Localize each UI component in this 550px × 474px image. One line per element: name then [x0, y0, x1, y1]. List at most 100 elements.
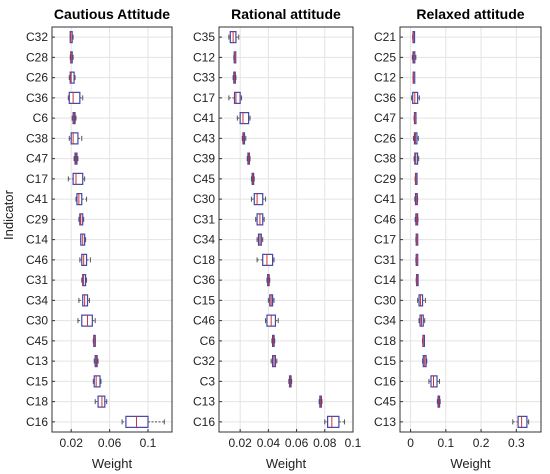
y-tick-label: C45	[193, 172, 215, 186]
box-c43	[241, 132, 247, 145]
chart-panel-2: C35 C12 C33 C17 C41 C43 C39 C45 C30 C31 C34 C18 C36 C…	[193, 6, 362, 471]
x-tick-label: 0.2	[473, 436, 490, 450]
box-c15	[267, 294, 275, 307]
y-tick-label: C34	[193, 233, 215, 247]
box-c14	[415, 274, 419, 287]
box-c32	[270, 355, 278, 368]
box-body	[70, 132, 79, 145]
box-body	[327, 415, 340, 428]
box-body	[93, 375, 101, 388]
x-tick-label: 0.1	[345, 436, 362, 450]
box-c41	[236, 112, 251, 125]
y-tick-label: C6	[33, 111, 49, 125]
y-tick-label: C14	[374, 273, 396, 287]
y-tick-label: C46	[193, 314, 215, 328]
y-tick-label: C45	[26, 334, 48, 348]
y-tick-label: C39	[193, 152, 215, 166]
y-tick-label: C45	[374, 395, 396, 409]
y-tick-label: C13	[193, 395, 215, 409]
box-c6	[271, 334, 276, 347]
box-c25	[411, 51, 417, 64]
x-tick-label: 0	[407, 436, 414, 450]
box-body	[262, 253, 274, 266]
box-c30	[250, 193, 267, 206]
box-c3	[288, 375, 293, 388]
box-c31	[81, 274, 88, 287]
box-c39	[246, 152, 251, 165]
panel-title: Relaxed attitude	[416, 6, 524, 22]
x-tick-label: 0.1	[140, 436, 157, 450]
box-c30	[77, 314, 96, 327]
box-c17	[67, 172, 86, 185]
box-c45	[436, 395, 441, 408]
box-c21	[412, 31, 416, 44]
box-c13	[512, 415, 530, 428]
box-c13	[318, 395, 323, 408]
x-tick-label: 0.02	[60, 436, 84, 450]
y-tick-label: C12	[374, 71, 396, 85]
box-c18	[422, 334, 426, 347]
box-c47	[413, 112, 417, 125]
y-tick-label: C38	[26, 131, 48, 145]
box-c34	[256, 233, 264, 246]
y-tick-label: C15	[193, 293, 215, 307]
plot-area	[52, 27, 172, 432]
y-tick-label: C47	[26, 152, 48, 166]
y-tick-label: C31	[374, 253, 396, 267]
box-c36	[67, 91, 84, 104]
y-tick-label: C30	[26, 314, 48, 328]
box-c45	[92, 334, 96, 347]
y-tick-label: C38	[374, 152, 396, 166]
box-c15	[422, 355, 428, 368]
y-tick-label: C17	[193, 91, 215, 105]
box-c28	[69, 51, 74, 64]
y-tick-label: C33	[193, 71, 215, 85]
box-c12	[233, 51, 237, 64]
y-tick-label: C30	[193, 192, 215, 206]
box-c26	[412, 132, 419, 145]
y-tick-label: C31	[193, 212, 215, 226]
y-tick-label: C15	[374, 354, 396, 368]
box-c41	[414, 193, 419, 206]
y-tick-label: C21	[374, 30, 396, 44]
box-c32	[69, 31, 74, 44]
x-tick-label: 0.08	[313, 436, 337, 450]
box-c30	[417, 294, 426, 307]
box-body	[517, 415, 528, 428]
box-c46	[414, 213, 419, 226]
box-c18	[94, 395, 108, 408]
box-body	[430, 375, 438, 388]
y-tick-label: C36	[193, 273, 215, 287]
box-c12	[412, 71, 416, 84]
box-c35	[228, 31, 240, 44]
box-c34	[418, 314, 426, 327]
box-c17	[228, 91, 243, 104]
box-c6	[71, 112, 77, 125]
box-c29	[78, 213, 85, 226]
box-c33	[232, 71, 237, 84]
panel-title: Cautious Attitude	[54, 6, 170, 22]
box-body	[69, 71, 75, 84]
plot-area	[219, 27, 353, 432]
box-c29	[414, 172, 418, 185]
x-axis-label: Weight	[266, 456, 307, 471]
box-c16	[428, 375, 440, 388]
y-tick-label: C29	[26, 212, 48, 226]
y-tick-label: C36	[374, 91, 396, 105]
y-tick-label: C34	[374, 314, 396, 328]
box-c26	[68, 71, 76, 84]
y-tick-label: C46	[374, 212, 396, 226]
plot-frame	[399, 26, 542, 433]
box-c38	[413, 152, 420, 165]
y-tick-label: C12	[193, 50, 215, 64]
y-tick-label: C29	[374, 172, 396, 186]
box-c46	[79, 253, 91, 266]
box-c31	[415, 253, 419, 266]
y-tick-label: C17	[26, 172, 48, 186]
y-tick-label: C34	[26, 293, 48, 307]
box-c31	[255, 213, 265, 226]
box-body	[68, 91, 81, 104]
chart-panel-1: C32 C28 C26 C36 C6 C38 C47 C17 C41 C29 C14 C46 C31 C3…	[26, 6, 173, 471]
y-tick-label: C28	[26, 50, 48, 64]
